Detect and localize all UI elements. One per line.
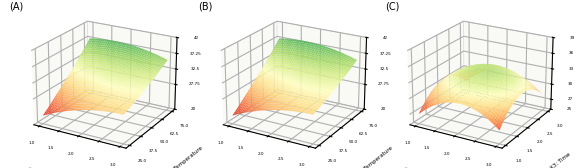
Text: (C): (C) <box>385 2 399 12</box>
X-axis label: X2: KOH concentration: X2: KOH concentration <box>403 167 465 168</box>
Y-axis label: X1: Temperature: X1: Temperature <box>354 145 394 168</box>
Text: (B): (B) <box>198 2 213 12</box>
X-axis label: X2: KOH concentration: X2: KOH concentration <box>27 167 89 168</box>
Y-axis label: X3: Time: X3: Time <box>549 152 571 168</box>
Y-axis label: X1: Temperature: X1: Temperature <box>165 145 204 168</box>
Text: (A): (A) <box>9 2 23 12</box>
